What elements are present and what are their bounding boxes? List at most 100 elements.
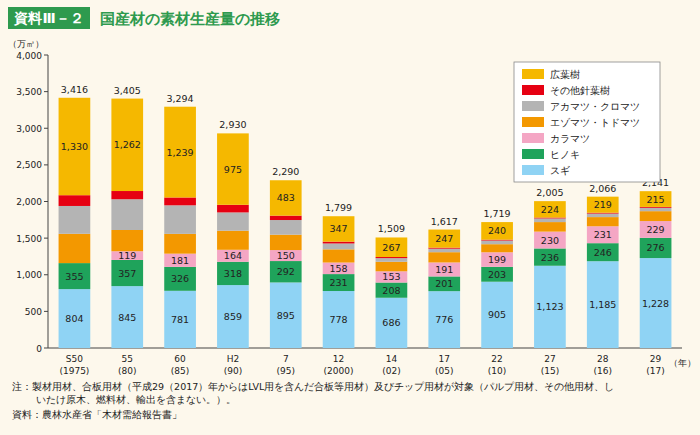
total-label: 1,799 [325, 202, 352, 213]
data-label: 1,228 [642, 298, 669, 309]
legend-swatch [522, 101, 544, 111]
x-tick-line: (17) [646, 366, 664, 376]
legend-swatch [522, 165, 544, 175]
data-label: 1,185 [589, 299, 616, 310]
bar-segment [217, 262, 249, 285]
legend-label: エゾマツ・トドマツ [550, 117, 640, 128]
data-label: 804 [65, 313, 83, 324]
data-label: 357 [118, 268, 136, 279]
bar-segment [587, 217, 619, 226]
legend-swatch [522, 117, 544, 127]
bar-segment [59, 234, 91, 263]
data-label: 153 [382, 271, 400, 282]
legend-swatch [522, 149, 544, 159]
x-tick-line: (2000) [324, 366, 354, 376]
total-label: 2,066 [589, 183, 616, 194]
bar-segment [164, 267, 196, 291]
bar-segment [217, 285, 249, 348]
bar-segment [164, 234, 196, 254]
data-label: 355 [65, 271, 83, 282]
data-label: 246 [594, 247, 612, 258]
x-tick-line: (80) [118, 366, 136, 376]
x-tick-line: 22 [491, 354, 502, 364]
title: 国産材の素材生産量の推移 [100, 10, 280, 28]
data-label: 292 [277, 266, 295, 277]
bar-segment [323, 216, 355, 241]
bar-segment [587, 243, 619, 261]
data-label: 229 [647, 224, 665, 235]
bar-segment [270, 235, 302, 250]
data-label: 267 [382, 242, 400, 253]
legend-label: カラマツ [550, 133, 590, 144]
x-tick-line: 28 [597, 354, 609, 364]
bar-segment [481, 222, 513, 240]
total-label: 3,416 [61, 84, 88, 95]
bar-segment [428, 262, 460, 276]
legend-label: その他針葉樹 [550, 85, 610, 96]
data-label: 231 [330, 277, 348, 288]
y-tick-label: 3,000 [16, 124, 42, 134]
x-tick-label: 60(85) [171, 354, 189, 376]
total-label: 2,930 [219, 119, 246, 130]
bar-segment [481, 267, 513, 282]
x-tick-label: H2(90) [224, 354, 242, 376]
y-tick [44, 201, 48, 202]
bar-segment [587, 226, 619, 243]
data-label: 845 [118, 312, 136, 323]
bar-segment [59, 206, 91, 234]
data-label: 318 [224, 268, 242, 279]
bar-segment [428, 230, 460, 248]
bar-segment [640, 221, 672, 238]
data-label: 1,123 [536, 301, 563, 312]
bar-segment [376, 262, 408, 272]
bar-segment [111, 199, 143, 230]
x-tick-line: 7 [283, 354, 289, 364]
x-tick-line: (95) [277, 366, 295, 376]
bar-segment [164, 205, 196, 234]
total-label: 2,290 [272, 166, 299, 177]
x-tick-line: 12 [333, 354, 344, 364]
x-tick-label: S50(1975) [59, 354, 89, 376]
bar-segment [376, 257, 408, 258]
bar-segment [59, 98, 91, 195]
x-tick-line: (15) [541, 366, 559, 376]
labels: 8043551,3303,4168453571191,2623,40578132… [61, 84, 669, 329]
legend-box [514, 62, 660, 182]
data-label: 326 [171, 273, 189, 284]
bar-segment [587, 214, 619, 218]
x-tick-label: 55(80) [118, 354, 136, 376]
data-label: 231 [594, 229, 612, 240]
data-label: 219 [594, 199, 612, 210]
bar-segment [428, 291, 460, 348]
source: 資料：農林水産省「木材需給報告書」 [12, 409, 182, 420]
x-tick-line: (02) [382, 366, 400, 376]
bar-segment [217, 205, 249, 213]
bar-segment [111, 99, 143, 191]
bar-segment [640, 191, 672, 207]
bar-segment [323, 263, 355, 275]
total-label: 1,719 [483, 208, 510, 219]
bar-segment [587, 197, 619, 213]
legend-swatch [522, 85, 544, 95]
bar-segment [376, 298, 408, 348]
bar-segment [270, 220, 302, 235]
x-tick-label: 29(17) [646, 354, 664, 376]
bar-segment [59, 195, 91, 206]
bar-segment [534, 222, 566, 232]
bar-segment [428, 276, 460, 291]
data-label: 240 [488, 225, 506, 236]
bar-segment [534, 218, 566, 222]
y-tick [44, 238, 48, 239]
bar-segment [640, 208, 672, 211]
legend-swatch [522, 69, 544, 79]
bar-segment [534, 266, 566, 348]
bar-segment [481, 241, 513, 245]
data-label: 191 [435, 264, 453, 275]
legend-swatch [522, 133, 544, 143]
total-label: 1,509 [378, 223, 405, 234]
y-tick [44, 348, 48, 349]
bar-segment [376, 283, 408, 298]
x-tick-line: 27 [544, 354, 555, 364]
x-tick-label: 22(10) [488, 354, 506, 376]
legend-label: スギ [550, 165, 570, 176]
